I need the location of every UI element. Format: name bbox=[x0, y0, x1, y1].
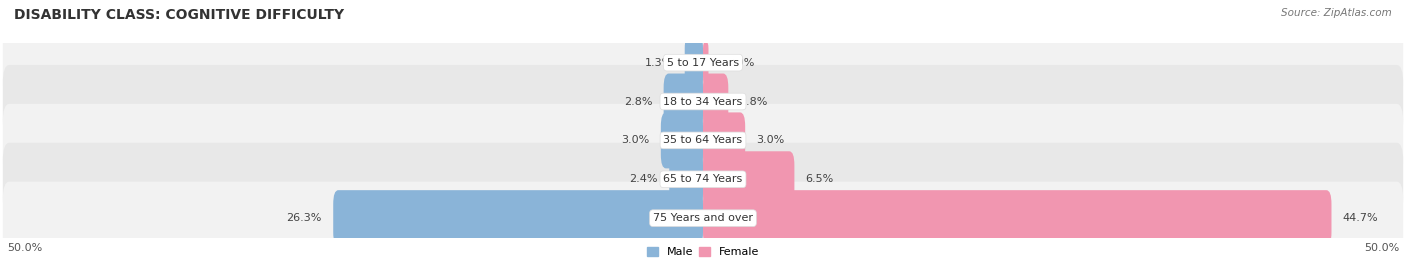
Text: 6.5%: 6.5% bbox=[806, 174, 834, 184]
Text: 18 to 34 Years: 18 to 34 Years bbox=[664, 96, 742, 107]
FancyBboxPatch shape bbox=[333, 190, 703, 246]
Text: 75 Years and over: 75 Years and over bbox=[652, 213, 754, 223]
Text: 26.3%: 26.3% bbox=[287, 213, 322, 223]
FancyBboxPatch shape bbox=[703, 151, 794, 207]
FancyBboxPatch shape bbox=[703, 112, 745, 168]
FancyBboxPatch shape bbox=[3, 65, 1403, 138]
Text: 65 to 74 Years: 65 to 74 Years bbox=[664, 174, 742, 184]
FancyBboxPatch shape bbox=[3, 182, 1403, 255]
Text: 50.0%: 50.0% bbox=[7, 243, 42, 253]
Text: DISABILITY CLASS: COGNITIVE DIFFICULTY: DISABILITY CLASS: COGNITIVE DIFFICULTY bbox=[14, 8, 344, 22]
Text: 0.39%: 0.39% bbox=[720, 58, 755, 68]
Text: 3.0%: 3.0% bbox=[621, 135, 650, 146]
FancyBboxPatch shape bbox=[685, 35, 703, 91]
Text: 35 to 64 Years: 35 to 64 Years bbox=[664, 135, 742, 146]
FancyBboxPatch shape bbox=[3, 26, 1403, 99]
Text: 50.0%: 50.0% bbox=[1364, 243, 1399, 253]
Text: 5 to 17 Years: 5 to 17 Years bbox=[666, 58, 740, 68]
Text: 2.4%: 2.4% bbox=[630, 174, 658, 184]
FancyBboxPatch shape bbox=[664, 73, 703, 130]
Text: 3.0%: 3.0% bbox=[756, 135, 785, 146]
FancyBboxPatch shape bbox=[703, 190, 1331, 246]
FancyBboxPatch shape bbox=[669, 151, 703, 207]
FancyBboxPatch shape bbox=[703, 73, 728, 130]
Text: Source: ZipAtlas.com: Source: ZipAtlas.com bbox=[1281, 8, 1392, 18]
Text: 1.3%: 1.3% bbox=[645, 58, 673, 68]
Text: 1.8%: 1.8% bbox=[740, 96, 768, 107]
Legend: Male, Female: Male, Female bbox=[643, 242, 763, 262]
Text: 2.8%: 2.8% bbox=[624, 96, 652, 107]
FancyBboxPatch shape bbox=[703, 41, 709, 84]
FancyBboxPatch shape bbox=[3, 104, 1403, 177]
Text: 44.7%: 44.7% bbox=[1343, 213, 1378, 223]
FancyBboxPatch shape bbox=[3, 143, 1403, 216]
FancyBboxPatch shape bbox=[661, 112, 703, 168]
